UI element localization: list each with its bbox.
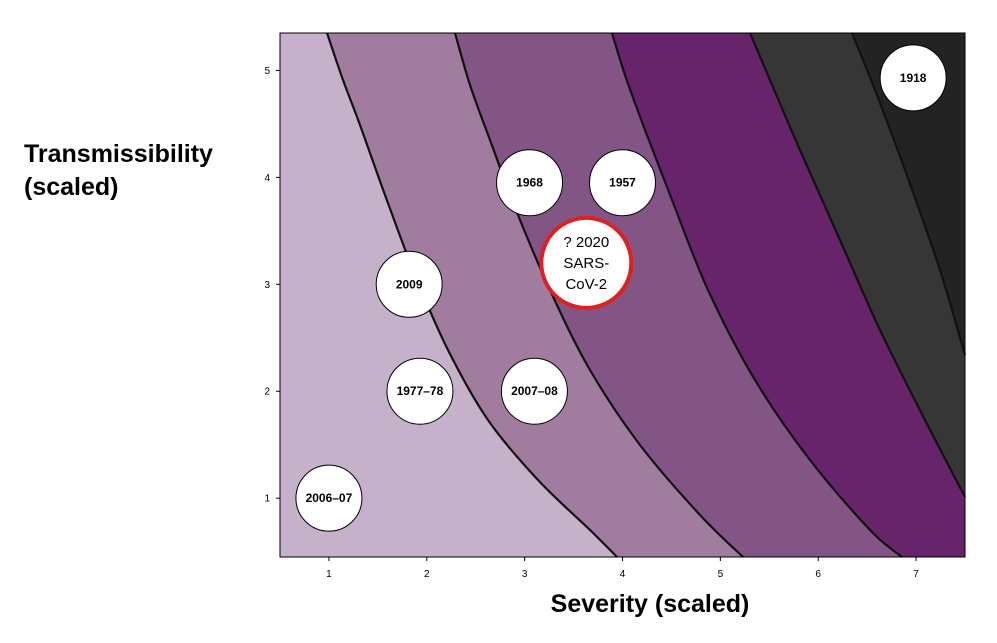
data-point-label: 2007–08 bbox=[511, 384, 558, 398]
y-axis-title-line-2: (scaled) bbox=[24, 173, 118, 201]
highlight-circle bbox=[539, 215, 634, 310]
data-point-label: 2009 bbox=[396, 277, 423, 291]
data-point: 2009 bbox=[375, 250, 443, 318]
highlight-label-line: SARS- bbox=[563, 255, 609, 272]
data-point: 1977–78 bbox=[386, 357, 454, 425]
band-6 bbox=[852, 33, 965, 355]
data-point: 1968 bbox=[496, 149, 564, 217]
x-tick-label: 3 bbox=[522, 569, 528, 580]
data-point-circle bbox=[500, 357, 568, 425]
highlight-label-line: ? 2020 bbox=[563, 234, 609, 251]
data-point-circle bbox=[496, 149, 564, 217]
y-axis-title-line-1: Transmissibility bbox=[24, 140, 213, 168]
y-tick-label: 1 bbox=[264, 494, 270, 505]
x-tick-label: 2 bbox=[424, 569, 430, 580]
x-tick-label: 1 bbox=[326, 569, 332, 580]
x-tick-label: 5 bbox=[718, 569, 724, 580]
data-point-label: 1957 bbox=[609, 176, 636, 190]
y-tick-label: 4 bbox=[264, 173, 270, 184]
boundary-curve-4 bbox=[748, 32, 966, 498]
x-tick-label: 4 bbox=[620, 569, 626, 580]
data-point: 2006–07 bbox=[295, 464, 363, 532]
x-tick-label: 7 bbox=[913, 569, 919, 580]
axis-ticks: 1 2 3 4 5 6 7 1 2 3 4 5 bbox=[264, 66, 919, 580]
data-point-circle bbox=[375, 250, 443, 318]
boundary-curve-5 bbox=[850, 32, 967, 356]
data-point: 1918 bbox=[879, 44, 947, 112]
data-point-label: 1918 bbox=[900, 71, 927, 85]
data-point-label: 1968 bbox=[516, 176, 543, 190]
boundary-curve-1 bbox=[325, 32, 618, 558]
data-point-circle bbox=[295, 464, 363, 532]
x-axis-title: Severity (scaled) bbox=[551, 590, 750, 618]
data-point-label: 2006–07 bbox=[306, 491, 353, 505]
data-point: 1957 bbox=[589, 149, 656, 217]
highlight-label-line: CoV-2 bbox=[565, 276, 607, 293]
y-tick-label: 2 bbox=[264, 387, 270, 398]
pandemic-points: 2006–07 1977–78 2007–08 2009 1968 1957 1918 bbox=[295, 44, 947, 532]
data-point-circle bbox=[386, 357, 454, 425]
y-tick-label: 3 bbox=[264, 280, 270, 291]
x-tick-label: 6 bbox=[815, 569, 821, 580]
data-point: 2007–08 bbox=[500, 357, 568, 425]
data-point-circle bbox=[879, 44, 947, 112]
y-tick-label: 5 bbox=[264, 66, 270, 77]
data-point-label: 1977–78 bbox=[397, 384, 444, 398]
boundary-curve-3 bbox=[610, 32, 903, 558]
highlight-point: ? 2020 SARS- CoV-2 bbox=[539, 215, 634, 310]
data-point-circle bbox=[589, 149, 656, 217]
